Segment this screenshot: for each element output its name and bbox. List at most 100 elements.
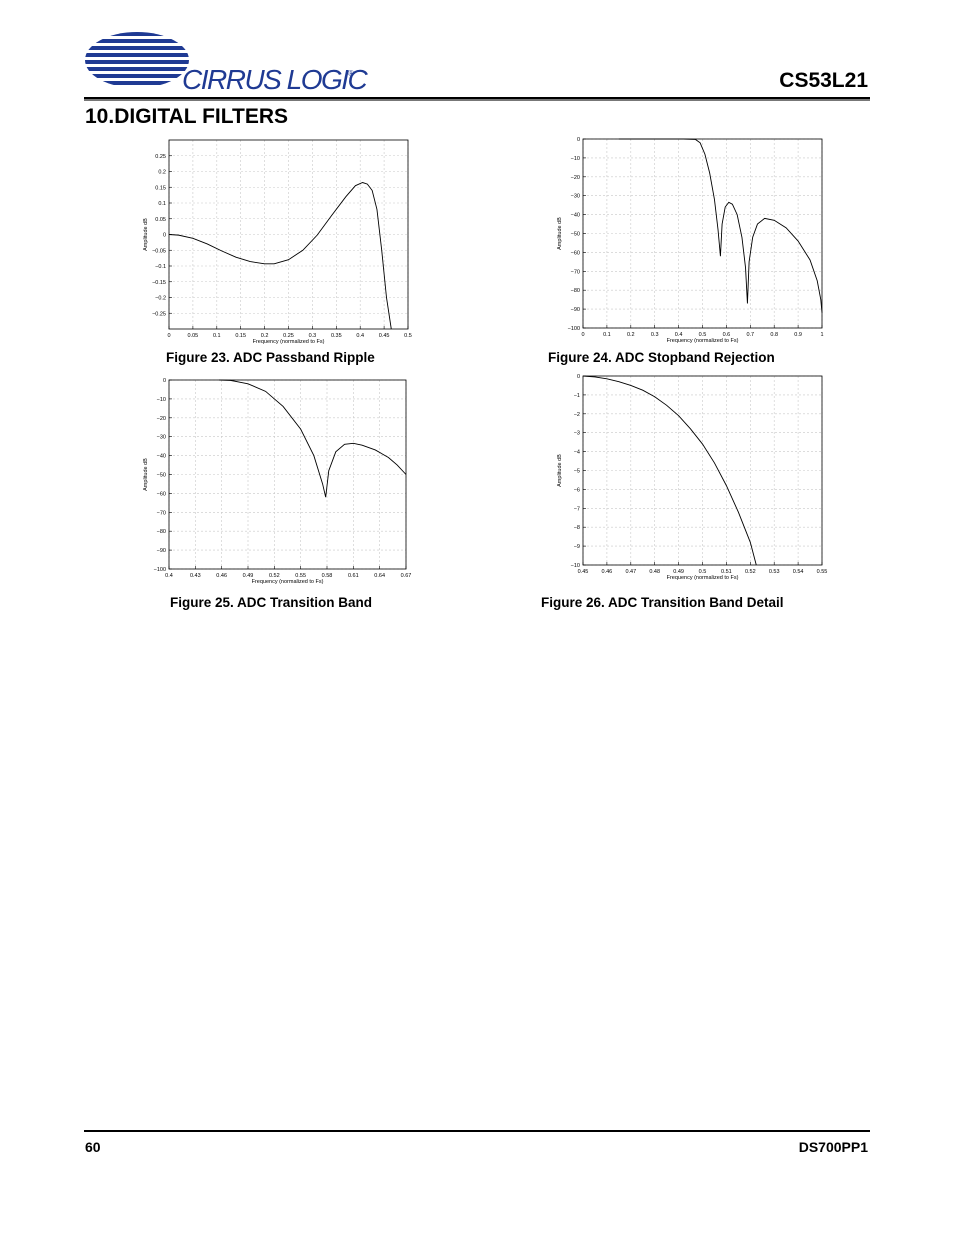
series-line	[168, 182, 392, 330]
x-tick-label: 0.53	[769, 569, 780, 575]
document-revision: DS700PP1	[798, 1139, 868, 1155]
figure-23-chart: 0 0.05 0.1 0.15 0.2 0.25 0.3 0.35 0.4 0.45 0.5 −0.2…	[138, 135, 418, 345]
y-tick-label: −60	[157, 491, 166, 497]
x-tick-label: 0	[167, 333, 170, 339]
x-tick-label: 0.47	[625, 569, 636, 575]
y-tick-label: −40	[157, 454, 166, 460]
section-title: 10.DIGITAL FILTERS	[85, 105, 289, 128]
x-tick-label: 0.67	[401, 573, 412, 579]
y-tick-label: 0.05	[155, 217, 166, 223]
y-tick-label: −70	[571, 269, 580, 275]
x-tick-label: 0.55	[817, 569, 828, 575]
y-tick-label: 0	[163, 233, 166, 239]
y-tick-label: −30	[571, 194, 580, 200]
y-tick-label: −90	[157, 548, 166, 554]
y-tick-label: −10	[571, 563, 580, 569]
fig23-svg: 0 0.05 0.1 0.15 0.2 0.25 0.3 0.35 0.4 0.45 0.5 −0.2…	[143, 139, 412, 345]
y-axis-label: Amplitude dB	[143, 218, 149, 251]
x-tick-label: 0.1	[603, 332, 611, 338]
y-tick-label: −0.15	[152, 280, 166, 286]
x-tick-label: 0.58	[322, 573, 333, 579]
figure-25-caption: Figure 25. ADC Transition Band	[170, 595, 373, 610]
x-tick-label: 0.61	[348, 573, 359, 579]
x-tick-label: 0.5	[699, 569, 707, 575]
y-tick-label: −30	[157, 435, 166, 441]
y-tick-label: −6	[574, 487, 580, 493]
y-tick-label: −7	[574, 506, 580, 512]
y-tick-label: −3	[574, 431, 580, 437]
y-tick-label: −80	[157, 529, 166, 535]
series-line	[219, 379, 407, 498]
y-tick-label: −4	[574, 450, 580, 456]
figure-23-caption: Figure 23. ADC Passband Ripple	[166, 350, 375, 365]
x-tick-label: 0.52	[745, 569, 756, 575]
y-tick-label: −20	[571, 175, 580, 181]
x-tick-label: 0.55	[295, 573, 306, 579]
y-tick-label: −5	[574, 469, 580, 475]
figure-24-caption: Figure 24. ADC Stopband Rejection	[548, 350, 775, 365]
x-tick-label: 0.3	[309, 333, 317, 339]
x-axis-label: Frequency (normalized to Fs)	[667, 575, 739, 581]
figure-24-chart: 0 0.1 0.2 0.3 0.4 0.5 0.6 0.7 0.8 0.9 1 −100 −90 −80−…	[552, 132, 832, 347]
y-tick-label: −0.05	[152, 248, 166, 254]
x-tick-label: 0.49	[243, 573, 254, 579]
y-tick-label: 0.2	[158, 170, 166, 176]
y-tick-label: 0	[577, 137, 580, 143]
x-tick-label: 0.64	[374, 573, 385, 579]
x-tick-label: 0.1	[213, 333, 221, 339]
x-tick-label: 0.54	[793, 569, 804, 575]
y-tick-label: −10	[157, 397, 166, 403]
y-tick-label: −100	[154, 567, 166, 573]
y-tick-label: 0.25	[155, 154, 166, 160]
x-tick-label: 0.7	[746, 332, 754, 338]
x-tick-label: 0.46	[216, 573, 227, 579]
y-tick-label: −2	[574, 412, 580, 418]
y-tick-label: −60	[571, 250, 580, 256]
x-tick-label: 0.25	[283, 333, 294, 339]
fig26-svg: 0.45 0.46 0.47 0.48 0.49 0.5 0.51 0.52 0.53 0.54 0…	[557, 374, 828, 581]
x-tick-label: 0.9	[794, 332, 802, 338]
x-tick-label: 0.15	[235, 333, 246, 339]
x-tick-label: 0.6	[723, 332, 731, 338]
figure-26-chart: 0.45 0.46 0.47 0.48 0.49 0.5 0.51 0.52 0.53 0.54 0…	[552, 370, 832, 585]
y-tick-label: −0.1	[155, 264, 166, 270]
x-tick-label: 0.4	[675, 332, 683, 338]
x-tick-label: 0.5	[404, 333, 412, 339]
logo-mark-icon: CIRRUS LOGIC ®	[85, 32, 370, 95]
y-tick-label: −100	[568, 326, 580, 332]
y-tick-label: −1	[574, 393, 580, 399]
x-tick-label: 0.4	[356, 333, 364, 339]
x-tick-label: 0.51	[721, 569, 732, 575]
x-tick-label: 0.45	[379, 333, 390, 339]
y-tick-label: −80	[571, 288, 580, 294]
registered-mark: ®	[348, 69, 354, 78]
x-tick-label: 0.49	[673, 569, 684, 575]
x-tick-label: 0.5	[699, 332, 707, 338]
x-tick-label: 0.48	[649, 569, 660, 575]
y-axis-label: Amplitude dB	[143, 458, 149, 491]
y-tick-label: −90	[571, 307, 580, 313]
y-tick-label: 0	[577, 374, 580, 380]
header-rule	[84, 97, 870, 99]
cirrus-logic-logo: CIRRUS LOGIC ®	[82, 30, 382, 96]
fig25-svg: 0.4 0.43 0.46 0.49 0.52 0.55 0.58 0.61 0.64 0.67 −…	[143, 378, 412, 585]
y-tick-label: −50	[571, 232, 580, 238]
document-id: CS53L21	[779, 69, 868, 92]
x-axis-label: Frequency (normalized to Fs)	[252, 579, 324, 585]
figure-26-caption: Figure 26. ADC Transition Band Detail	[541, 595, 784, 610]
y-tick-label: −50	[157, 473, 166, 479]
x-axis-label: Frequency (normalized to Fs)	[667, 338, 739, 344]
series-line	[618, 138, 823, 313]
x-tick-label: 0.45	[578, 569, 589, 575]
x-tick-label: 0.35	[331, 333, 342, 339]
series-line	[582, 375, 757, 566]
x-axis-label: Frequency (normalized to Fs)	[253, 339, 325, 345]
y-tick-label: −0.25	[152, 311, 166, 317]
y-tick-label: −10	[571, 156, 580, 162]
x-tick-label: 0.46	[602, 569, 613, 575]
x-tick-label: 0.2	[627, 332, 635, 338]
y-tick-label: −20	[157, 416, 166, 422]
y-tick-label: 0.15	[155, 185, 166, 191]
y-tick-label: −8	[574, 525, 580, 531]
y-axis-label: Amplitude dB	[557, 217, 563, 250]
